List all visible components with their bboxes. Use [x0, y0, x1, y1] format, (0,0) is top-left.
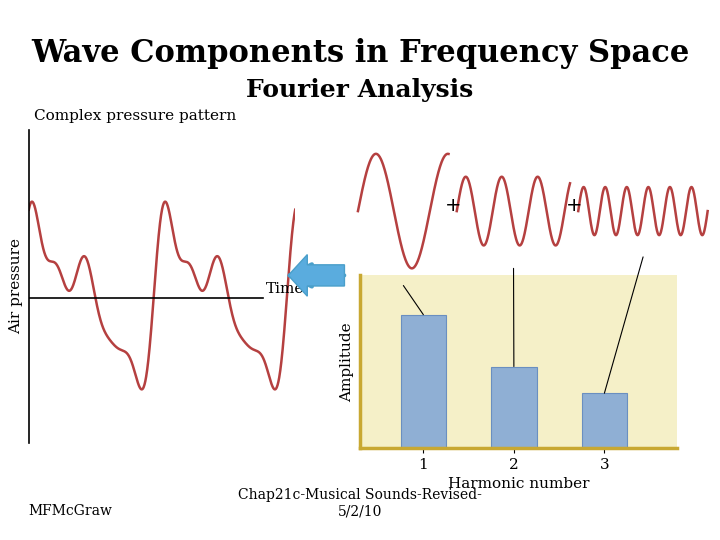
- Y-axis label: Air pressure: Air pressure: [9, 238, 23, 334]
- FancyArrowPatch shape: [289, 264, 344, 287]
- Text: Fourier Analysis: Fourier Analysis: [246, 78, 474, 102]
- Text: Complex pressure pattern: Complex pressure pattern: [34, 109, 236, 123]
- Text: Time: Time: [266, 282, 305, 296]
- X-axis label: Harmonic number: Harmonic number: [448, 477, 589, 491]
- Bar: [401, 315, 446, 448]
- Bar: [491, 367, 536, 448]
- Y-axis label: Amplitude: Amplitude: [341, 322, 354, 402]
- Text: +: +: [566, 196, 582, 215]
- Bar: [582, 393, 627, 448]
- Text: Wave Components in Frequency Space: Wave Components in Frequency Space: [31, 38, 689, 69]
- FancyArrow shape: [288, 254, 344, 296]
- Text: +: +: [444, 196, 461, 215]
- Text: Chap21c-Musical Sounds-Revised-
5/2/10: Chap21c-Musical Sounds-Revised- 5/2/10: [238, 488, 482, 518]
- Text: MFMcGraw: MFMcGraw: [29, 504, 112, 518]
